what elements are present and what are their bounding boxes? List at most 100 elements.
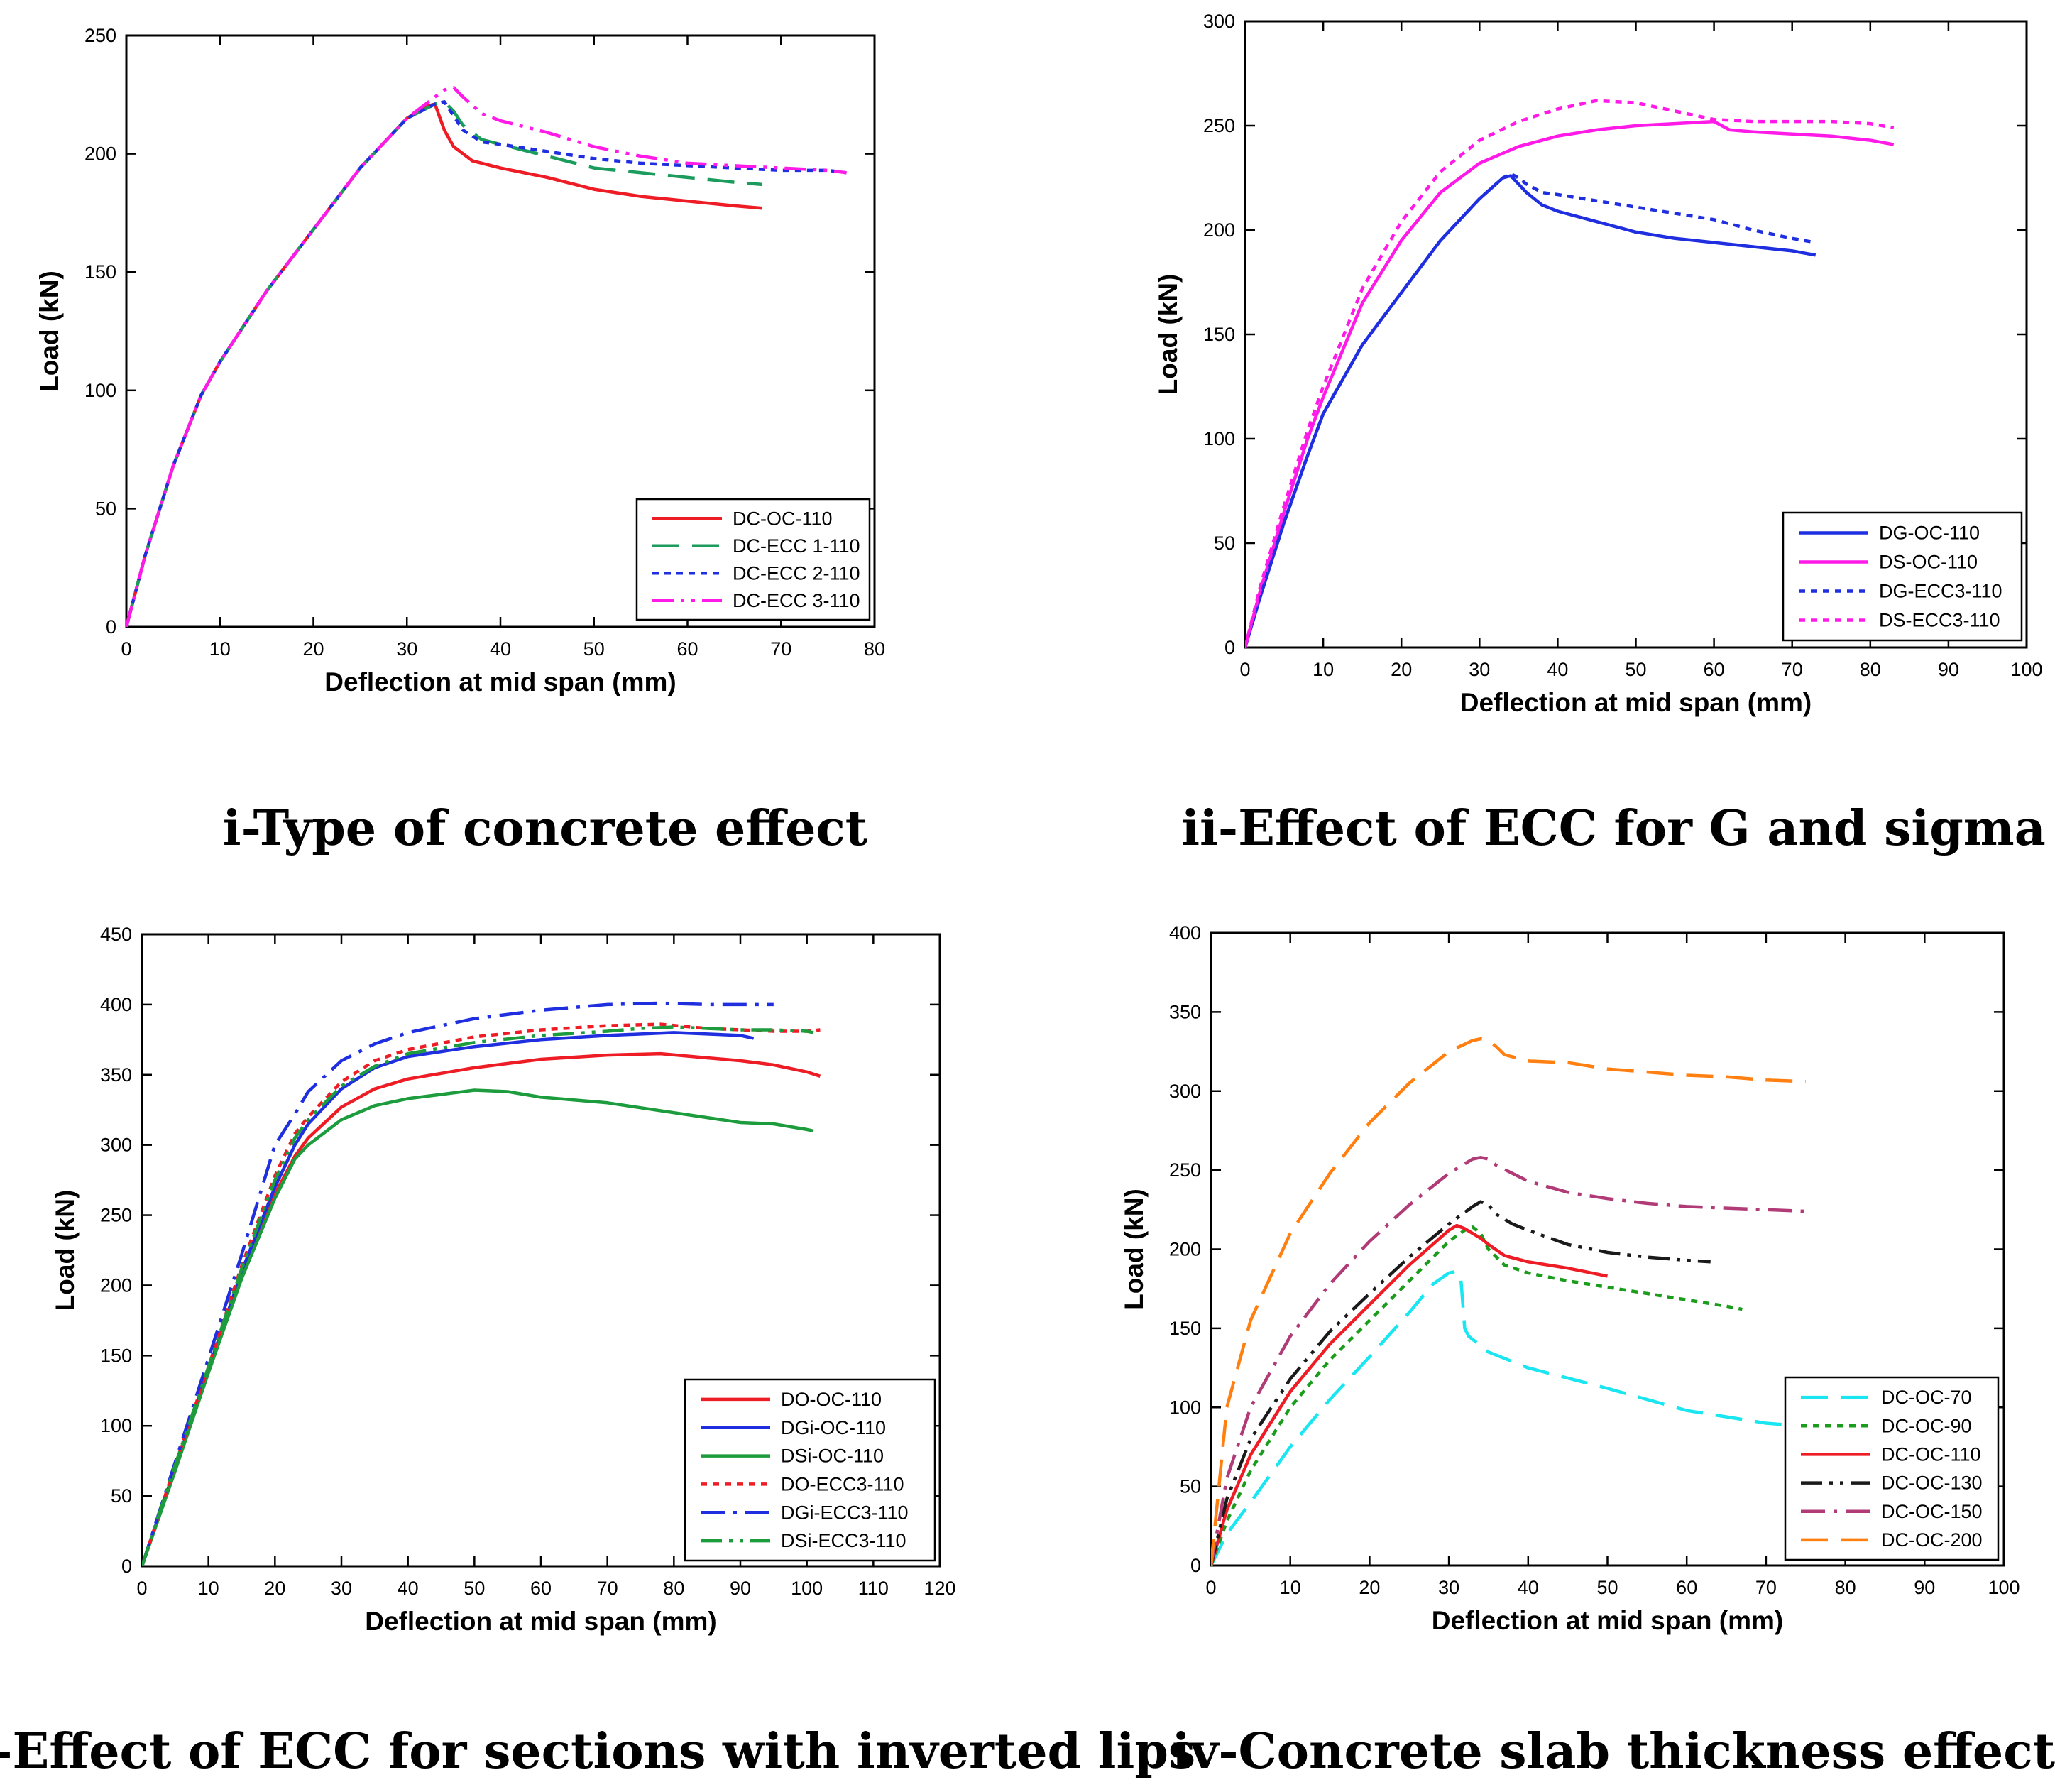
y-tick-label: 200 (1203, 219, 1235, 241)
series-line-dc-oc-110 (1211, 1223, 1608, 1566)
x-tick-label: 110 (858, 1578, 889, 1599)
y-tick-label: 50 (1214, 532, 1235, 554)
legend-label: DO-OC-110 (781, 1389, 882, 1410)
legend: DG-OC-110 DS-OC-110 DG-ECC3-110 DS-ECC3-110 (1782, 511, 2023, 642)
x-tick-label: 0 (121, 638, 131, 660)
y-tick-label: 200 (1169, 1239, 1201, 1260)
y-tick-label: 0 (1224, 637, 1235, 658)
legend-label: DC-OC-130 (1881, 1473, 1983, 1494)
x-tick-label: 10 (1313, 659, 1334, 680)
y-tick-label: 150 (84, 261, 116, 283)
legend-label: DC-OC-70 (1881, 1387, 1972, 1408)
y-tick-label: 50 (111, 1485, 132, 1507)
x-tick-label: 10 (198, 1578, 219, 1599)
legend-label: DSi-OC-110 (781, 1446, 884, 1467)
legend-label: DC-OC-90 (1881, 1415, 1972, 1436)
x-axis-title: Deflection at mid span (mm) (324, 667, 676, 696)
series-group (126, 86, 847, 627)
legend-label: DC-OC-110 (1881, 1443, 1981, 1465)
x-tick-label: 50 (1596, 1577, 1618, 1598)
x-tick-label: 50 (464, 1578, 485, 1599)
y-axis-title: Load (kN) (1153, 274, 1183, 395)
y-tick-label: 0 (121, 1556, 132, 1577)
x-tick-label: 30 (331, 1578, 352, 1599)
y-tick-label: 100 (1203, 428, 1235, 449)
series-line-dc-oc-200 (1211, 1037, 1806, 1566)
legend-label: DC-OC-110 (733, 508, 833, 529)
y-tick-label: 100 (1169, 1397, 1201, 1418)
series-line-dg-oc-110 (1245, 174, 1816, 648)
legend-label: DG-OC-110 (1879, 523, 1980, 544)
x-tick-label: 100 (791, 1578, 823, 1599)
legend-label: DO-ECC3-110 (781, 1473, 904, 1495)
y-tick-label: 50 (95, 498, 116, 519)
series-line-dsi-ecc3-110 (142, 1025, 814, 1566)
x-tick-label: 40 (398, 1578, 419, 1599)
x-tick-label: 70 (1782, 659, 1803, 680)
legend-label: DC-ECC 2-110 (733, 562, 860, 584)
y-tick-label: 50 (1180, 1476, 1201, 1497)
legend-label: DC-OC-200 (1881, 1529, 1983, 1551)
chart-panel-1: 0 10 20 30 40 50 60 70 80 0 50 100 150 200 250 Deflecti… (35, 25, 885, 857)
y-tick-label: 150 (1169, 1318, 1201, 1339)
legend-label: DSi-ECC3-110 (781, 1530, 906, 1551)
x-tick-label: 0 (1205, 1577, 1216, 1598)
x-tick-label: 0 (1239, 659, 1250, 680)
series-line-dg-ecc3-110 (1245, 172, 1816, 648)
legend: DC-OC-70 DC-OC-90 DC-OC-110 DC-OC-130 DC-OC-… (1784, 1376, 2000, 1561)
y-tick-label: 250 (100, 1205, 132, 1226)
legend-label: DC-OC-150 (1881, 1501, 1983, 1522)
legend-label: DGi-ECC3-110 (781, 1502, 909, 1523)
x-tick-label: 20 (1359, 1577, 1380, 1598)
panel-caption: iv-Concrete slab thickness effect (1172, 1723, 2055, 1780)
x-tick-label: 40 (1518, 1577, 1539, 1598)
legend-label: DC-ECC 1-110 (733, 535, 860, 557)
x-tick-label: 90 (1938, 659, 1959, 680)
x-tick-label: 50 (583, 638, 605, 660)
legend-label: DS-OC-110 (1879, 552, 1978, 573)
series-line-dc-oc-90 (1211, 1225, 1743, 1566)
panel-caption: ii-Effect of ECC for G and sigma (1181, 800, 2046, 857)
y-tick-label: 300 (1203, 11, 1235, 32)
y-tick-label: 100 (100, 1415, 132, 1436)
legend-label: DG-ECC3-110 (1879, 581, 2002, 602)
x-tick-label: 0 (136, 1578, 147, 1599)
legend-box (684, 1378, 936, 1562)
y-tick-label: 200 (84, 143, 116, 165)
x-tick-label: 70 (597, 1578, 618, 1599)
panel-caption: i-Type of concrete effect (223, 800, 868, 857)
x-tick-label: 120 (924, 1578, 955, 1599)
chart-panel-2: 0 10 20 30 40 50 60 70 80 90 100 0 50 100 150 200 250 300… (1153, 11, 2046, 857)
y-tick-label: 200 (100, 1274, 132, 1296)
legend: DO-OC-110 DGi-OC-110 DSi-OC-110 DO-ECC3-110… (684, 1378, 936, 1562)
x-tick-label: 80 (864, 638, 885, 660)
x-tick-label: 30 (396, 638, 417, 660)
series-group (142, 1001, 821, 1566)
legend-label: DS-ECC3-110 (1879, 610, 2000, 631)
series-line-ds-ecc3-110 (1245, 99, 1895, 648)
x-tick-label: 10 (209, 638, 231, 660)
x-tick-label: 90 (1914, 1577, 1935, 1598)
x-tick-label: 30 (1438, 1577, 1459, 1598)
x-tick-label: 60 (1676, 1577, 1697, 1598)
legend: DC-OC-110 DC-ECC 1-110 DC-ECC 2-110 DC-ECC … (635, 498, 871, 621)
x-tick-label: 60 (1704, 659, 1725, 680)
y-tick-label: 250 (1169, 1159, 1201, 1181)
y-tick-label: 150 (100, 1345, 132, 1366)
series-line-ds-oc-110 (1245, 119, 1895, 648)
panel-caption: iii-Effect of ECC for sections with inve… (0, 1723, 1195, 1780)
legend-label: DGi-OC-110 (781, 1417, 886, 1438)
series-line-dc-oc-70 (1211, 1269, 1806, 1566)
chart-panel-4: 0 10 20 30 40 50 60 70 80 90 100 0 50 100 150 200 250 300… (1119, 922, 2055, 1780)
y-axis-title: Load (kN) (35, 271, 64, 392)
x-tick-label: 100 (2010, 659, 2042, 680)
y-tick-label: 300 (100, 1135, 132, 1156)
y-tick-label: 400 (100, 994, 132, 1015)
y-tick-label: 300 (1169, 1081, 1201, 1102)
x-tick-label: 80 (1860, 659, 1881, 680)
x-tick-label: 60 (530, 1578, 552, 1599)
legend-box (1784, 1376, 2000, 1561)
x-axis-title: Deflection at mid span (mm) (365, 1607, 716, 1636)
series-line-dc-ecc-3-110 (126, 86, 847, 627)
